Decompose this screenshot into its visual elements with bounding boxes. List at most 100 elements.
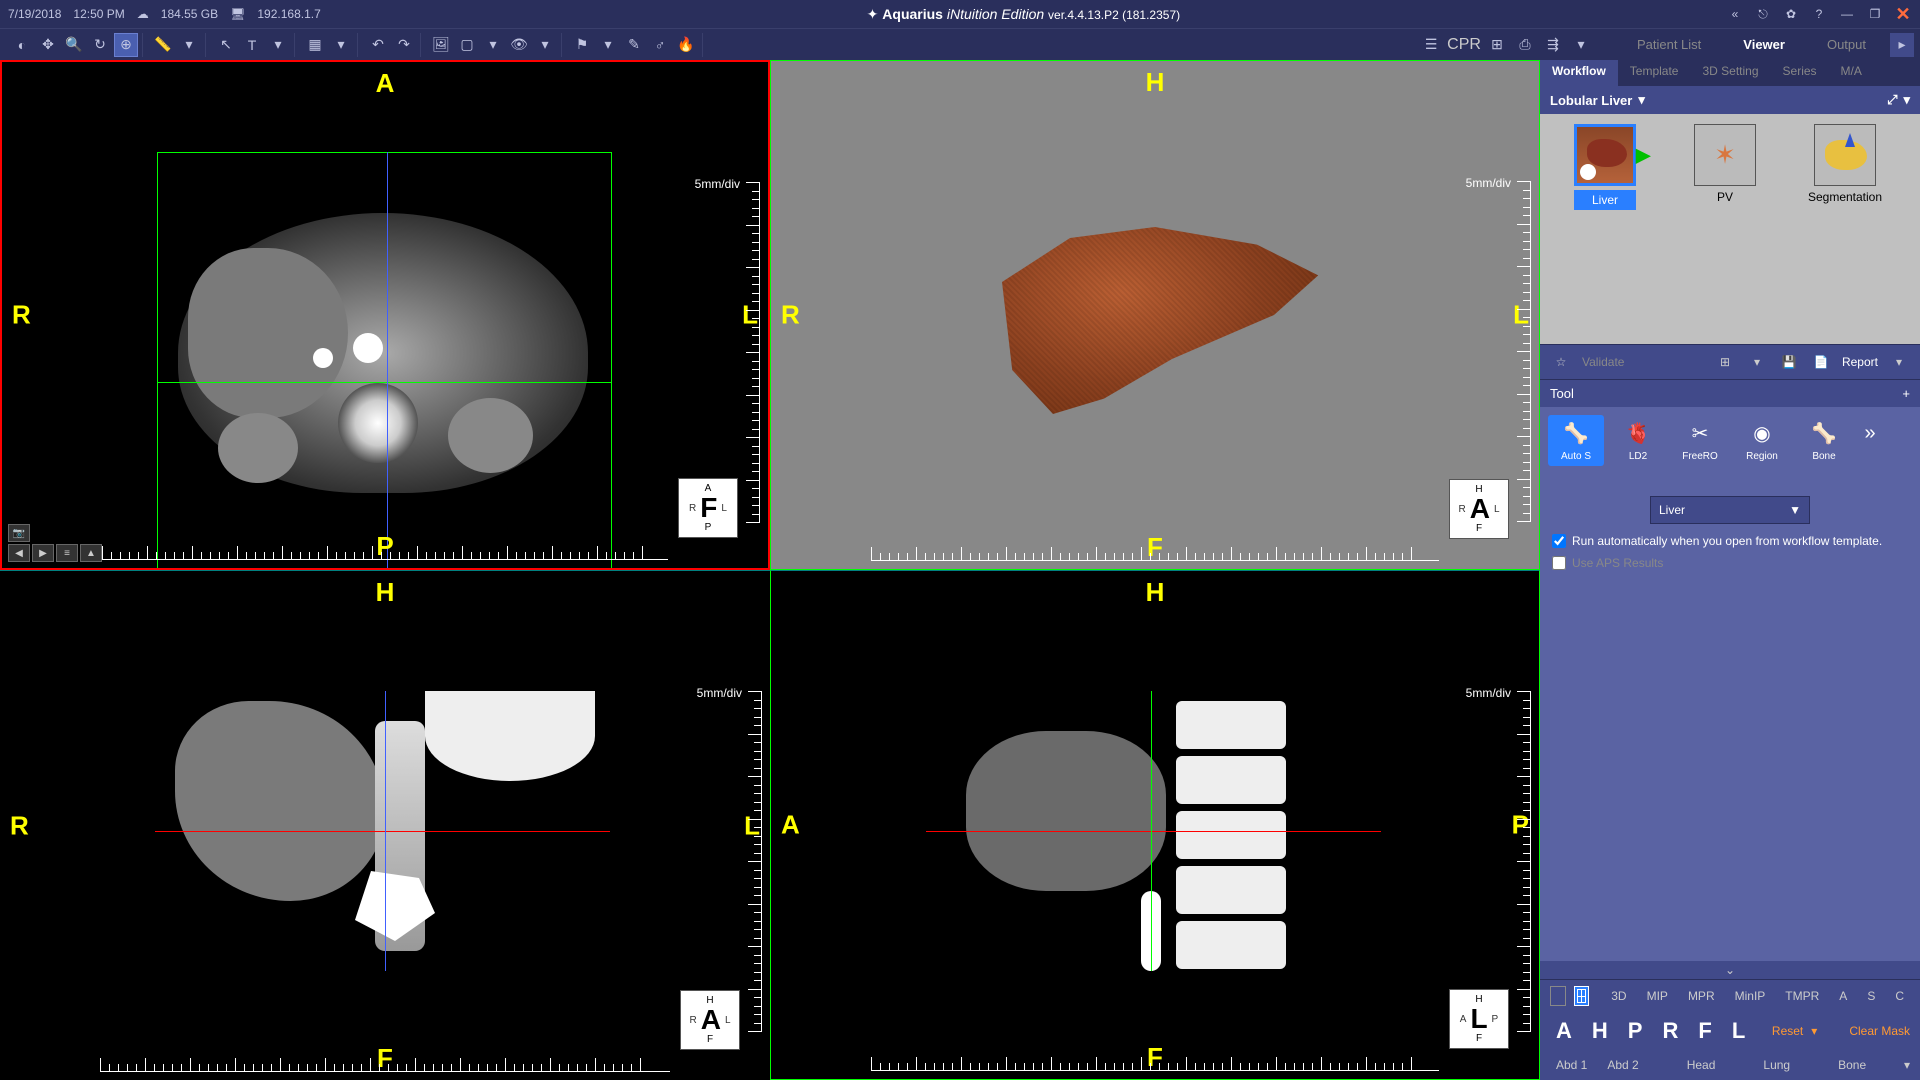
tab-output[interactable]: Output xyxy=(1807,33,1886,56)
prev-slice[interactable]: ◀ xyxy=(8,544,30,562)
dropdown-4[interactable]: ▾ xyxy=(481,33,505,57)
ruler-tool[interactable]: 📏 xyxy=(151,33,175,57)
orient-r[interactable]: R xyxy=(1656,1018,1684,1044)
tab-patient-list[interactable]: Patient List xyxy=(1617,33,1721,56)
star-icon[interactable]: ☆ xyxy=(1550,351,1572,373)
mode-3d[interactable]: 3D xyxy=(1605,987,1632,1005)
tab-viewer[interactable]: Viewer xyxy=(1723,33,1805,56)
thumb-segmentation[interactable]: Segmentation xyxy=(1790,124,1900,210)
preset-abd2[interactable]: Abd 2 xyxy=(1601,1056,1644,1074)
capture-icon[interactable]: ⎙ xyxy=(1513,33,1537,57)
preset-abd1[interactable]: Abd 1 xyxy=(1550,1056,1593,1074)
mode-mpr[interactable]: MPR xyxy=(1682,987,1721,1005)
thumb-liver[interactable]: ⚙ ▶ Liver xyxy=(1550,124,1660,210)
auto-run-checkbox[interactable] xyxy=(1552,534,1566,548)
crosshair-v-axial[interactable] xyxy=(387,152,388,570)
zoom-tool[interactable]: 🔍 xyxy=(62,33,86,57)
mode-mip[interactable]: MIP xyxy=(1641,987,1674,1005)
viewport-axial[interactable]: A P R L 5mm/div A R F L P 📷 ◀ ▶ ≡ xyxy=(0,60,770,570)
crosshair-h-axial[interactable] xyxy=(157,382,612,383)
reset-dropdown-icon[interactable]: ▾ xyxy=(1811,1024,1817,1038)
mode-tmpr[interactable]: TMPR xyxy=(1779,987,1825,1005)
redo-button[interactable]: ↷ xyxy=(392,33,416,57)
batch-icon[interactable]: ⇶ xyxy=(1541,33,1565,57)
layout-tool[interactable]: ▦ xyxy=(303,33,327,57)
slice-menu[interactable]: ≡ xyxy=(56,544,78,562)
tool-add-button[interactable]: + xyxy=(1902,386,1910,401)
workflow-expand-icon[interactable]: ⤢ xyxy=(1887,92,1897,108)
orientation-cube-coronal[interactable]: H R A L F xyxy=(680,990,740,1050)
workflow-dropdown-icon[interactable]: ▾ xyxy=(1638,92,1645,108)
tool-region[interactable]: ◉ Region xyxy=(1734,415,1790,466)
orient-a[interactable]: A xyxy=(1550,1018,1578,1044)
flag-tool[interactable]: ⚑ xyxy=(570,33,594,57)
wand-tool[interactable]: ✎ xyxy=(622,33,646,57)
add-icon[interactable]: ⊞ xyxy=(1714,351,1736,373)
minimize-icon[interactable]: — xyxy=(1838,5,1856,23)
tab-workflow[interactable]: Workflow xyxy=(1540,60,1618,86)
preset-lung[interactable]: Lung xyxy=(1757,1056,1796,1074)
viewport-3d[interactable]: H F R L 5mm/div H R A L F xyxy=(770,60,1540,570)
dropdown-1[interactable]: ▾ xyxy=(177,33,201,57)
plus-icon[interactable]: ⊞ xyxy=(1485,33,1509,57)
orientation-cube-3d[interactable]: H R A L F xyxy=(1449,479,1509,539)
tab-3d-setting[interactable]: 3D Setting xyxy=(1690,60,1770,86)
image-tool[interactable]: 🖼 xyxy=(429,33,453,57)
dropdown-5[interactable]: ▾ xyxy=(533,33,557,57)
reset-button[interactable]: Reset xyxy=(1772,1024,1803,1038)
settings-icon[interactable]: ✿ xyxy=(1782,5,1800,23)
crosshair-v-sagittal[interactable] xyxy=(1151,691,1152,971)
panel-toggle[interactable]: ▸ xyxy=(1890,33,1914,57)
layout-2x2[interactable] xyxy=(1574,986,1590,1006)
camera-button[interactable]: 📷 xyxy=(8,524,30,542)
aps-checkbox-row[interactable]: Use APS Results xyxy=(1552,556,1908,570)
orient-p[interactable]: P xyxy=(1622,1018,1649,1044)
mode-s[interactable]: S xyxy=(1861,987,1881,1005)
orient-h[interactable]: H xyxy=(1586,1018,1614,1044)
viewport-sagittal[interactable]: H F A P 5mm/div H A L P F xyxy=(770,570,1540,1080)
dropdown-7[interactable]: ▾ xyxy=(1569,33,1593,57)
viewport-coronal[interactable]: H F R L 5mm/div H R A L F xyxy=(0,570,770,1080)
crosshair-h-coronal[interactable] xyxy=(155,831,610,832)
rewind-icon[interactable]: « xyxy=(1726,5,1744,23)
tool-freero[interactable]: ✂ FreeRO xyxy=(1672,415,1728,466)
crosshair-v-coronal[interactable] xyxy=(385,691,386,971)
crosshair-tool[interactable]: ⊕ xyxy=(114,33,138,57)
auto-run-checkbox-row[interactable]: Run automatically when you open from wor… xyxy=(1552,534,1908,548)
report-icon[interactable]: 📄 xyxy=(1810,351,1832,373)
orient-f[interactable]: F xyxy=(1692,1018,1717,1044)
text-tool[interactable]: T xyxy=(240,33,264,57)
contrast-tool[interactable]: ◐ xyxy=(10,33,34,57)
orientation-cube-axial[interactable]: A R F L P xyxy=(678,478,738,538)
preset-dropdown-icon[interactable]: ▾ xyxy=(1904,1058,1910,1072)
tab-ma[interactable]: M/A xyxy=(1829,60,1874,86)
layout-1x1[interactable] xyxy=(1550,986,1566,1006)
tool-ld2[interactable]: 🫀 LD2 xyxy=(1610,415,1666,466)
tool-more[interactable]: » xyxy=(1858,415,1882,466)
cpr-label[interactable]: CPR xyxy=(1447,36,1481,54)
collapse-handle-icon[interactable]: ⌄ xyxy=(1540,961,1920,979)
eye-tool[interactable]: 👁 xyxy=(507,33,531,57)
dropdown-3[interactable]: ▾ xyxy=(329,33,353,57)
orient-l[interactable]: L xyxy=(1726,1018,1751,1044)
list-icon[interactable]: ☰ xyxy=(1419,33,1443,57)
orientation-cube-sagittal[interactable]: H A L P F xyxy=(1449,989,1509,1049)
export-icon[interactable]: ⎋ xyxy=(1754,5,1772,23)
tool-bone[interactable]: 🦴 Bone xyxy=(1796,415,1852,466)
workflow-menu-icon[interactable]: ▾ xyxy=(1903,92,1910,108)
close-icon[interactable]: ✕ xyxy=(1894,5,1912,23)
undo-button[interactable]: ↶ xyxy=(366,33,390,57)
rotate-tool[interactable]: ↻ xyxy=(88,33,112,57)
help-icon[interactable]: ? xyxy=(1810,5,1828,23)
pointer-tool[interactable]: ↖ xyxy=(214,33,238,57)
save-icon[interactable]: 💾 xyxy=(1778,351,1800,373)
link-tool[interactable]: ♂ xyxy=(648,33,672,57)
dropdown-icon[interactable]: ▾ xyxy=(1746,351,1768,373)
crosshair-h-sagittal[interactable] xyxy=(926,831,1381,832)
next-slice[interactable]: ▶ xyxy=(32,544,54,562)
move-tool[interactable]: ✥ xyxy=(36,33,60,57)
mode-minip[interactable]: MinIP xyxy=(1729,987,1772,1005)
mode-c[interactable]: C xyxy=(1889,987,1910,1005)
report-dropdown-icon[interactable]: ▾ xyxy=(1888,351,1910,373)
aps-checkbox[interactable] xyxy=(1552,556,1566,570)
